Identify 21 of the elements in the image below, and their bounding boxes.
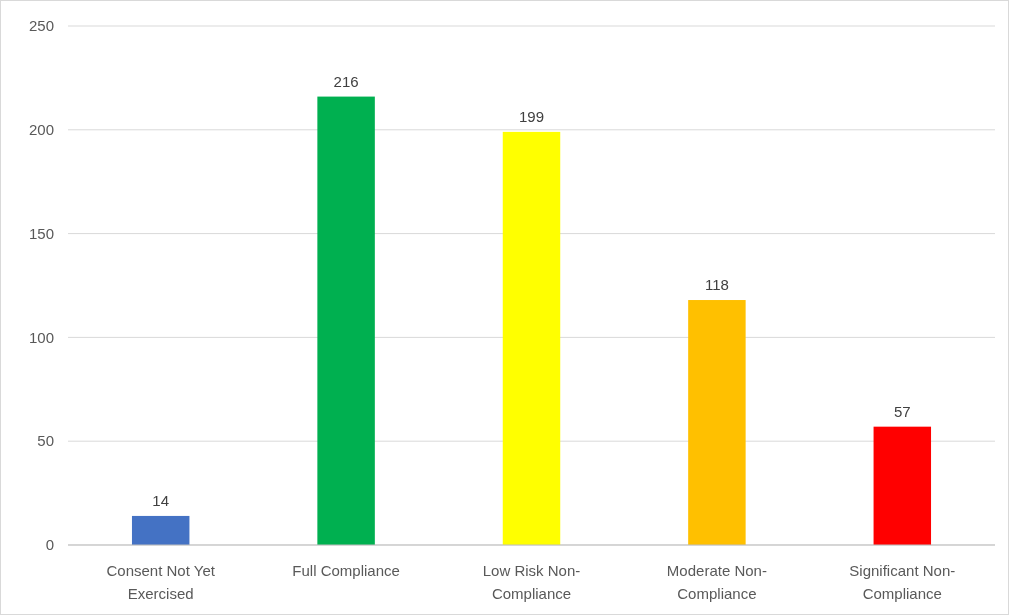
data-label: 216	[333, 72, 359, 90]
x-tick-label: Moderate Non-Compliance	[666, 562, 767, 602]
y-tick-label: 0	[45, 536, 54, 554]
data-label: 199	[518, 107, 545, 125]
x-tick-label: Significant Non-Compliance	[849, 562, 956, 602]
y-tick-label: 250	[28, 17, 54, 35]
data-label: 57	[893, 402, 911, 420]
bar	[502, 131, 561, 545]
x-tick-label: Low Risk Non-Compliance	[482, 562, 581, 602]
bar	[688, 300, 746, 545]
y-tick-label: 100	[28, 328, 54, 346]
data-label: 118	[704, 276, 729, 294]
y-tick-label: 200	[28, 121, 54, 139]
data-label: 14	[152, 491, 170, 509]
bar	[317, 96, 375, 545]
bar	[873, 426, 932, 545]
y-tick-label: 50	[37, 432, 54, 450]
bar	[131, 515, 190, 545]
y-tick-label: 150	[28, 224, 54, 242]
x-tick-label: Full Compliance	[292, 562, 400, 579]
x-tick-label: Consent Not Yet Exercised	[106, 562, 216, 602]
